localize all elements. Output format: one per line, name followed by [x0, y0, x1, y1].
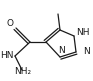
Text: NH₂: NH₂: [14, 67, 32, 76]
Text: NH: NH: [77, 28, 90, 37]
Text: N: N: [58, 46, 65, 55]
Text: O: O: [7, 19, 14, 28]
Text: N: N: [83, 47, 90, 57]
Text: HN: HN: [0, 52, 13, 61]
